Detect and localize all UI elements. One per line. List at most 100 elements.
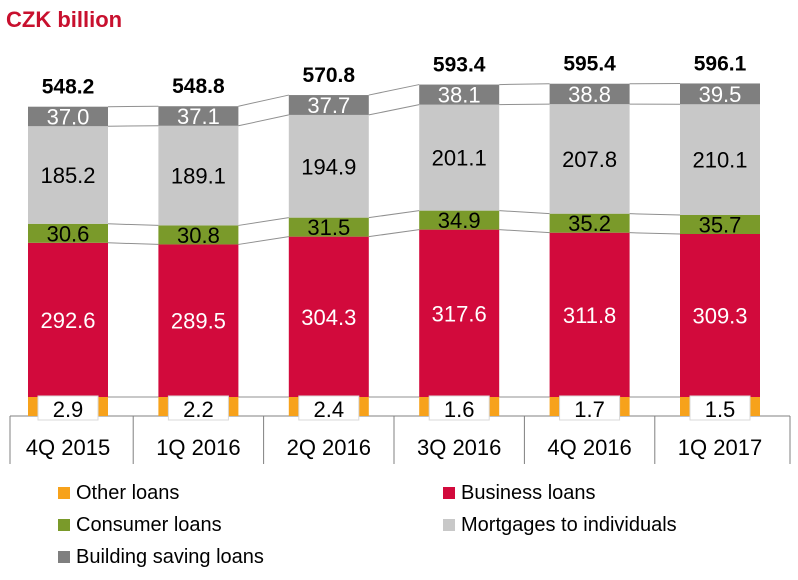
data-label-other-loans-3q-2016: 1.6 bbox=[444, 397, 475, 422]
total-label-1q-2017: 596.1 bbox=[694, 52, 747, 75]
data-label-consumer-loans-4q-2015: 30.6 bbox=[47, 221, 90, 246]
bar-consumer-loans-4q-2016 bbox=[549, 213, 630, 233]
legend-label-other-loans: Other loans bbox=[76, 482, 179, 504]
data-label-building-saving-loans-2q-2016: 37.7 bbox=[307, 93, 350, 118]
bar-building-saving-loans-4q-2015 bbox=[28, 106, 108, 127]
data-label-consumer-loans-1q-2017: 35.7 bbox=[699, 212, 742, 237]
connector-line bbox=[499, 229, 550, 234]
bar-business-loans-1q-2016 bbox=[158, 244, 239, 397]
bar-consumer-loans-1q-2016 bbox=[158, 225, 239, 245]
bar-mortgages-to-individuals-1q-2017 bbox=[680, 104, 760, 215]
bar-consumer-loans-2q-2016 bbox=[288, 217, 369, 237]
legend: Other loans Business loans Consumer loans M… bbox=[58, 482, 677, 568]
total-label-4q-2016: 595.4 bbox=[563, 53, 616, 76]
data-label-business-loans-4q-2016: 311.8 bbox=[563, 303, 616, 328]
data-label-business-loans-1q-2016: 289.5 bbox=[171, 309, 226, 334]
bar-mortgages-to-individuals-4q-2015 bbox=[28, 126, 108, 224]
connector-line bbox=[238, 236, 289, 245]
x-tick-label-1q-2017: 1Q 2017 bbox=[678, 435, 762, 460]
label-box-other-loans-2q-2016 bbox=[298, 395, 360, 421]
connector-line bbox=[499, 83, 550, 86]
data-label-other-loans-4q-2015: 2.9 bbox=[53, 397, 84, 422]
connector-line bbox=[107, 223, 159, 226]
connector-line bbox=[107, 242, 159, 245]
data-label-mortgages-to-individuals-2q-2016: 194.9 bbox=[301, 154, 356, 179]
total-label-2q-2016: 570.8 bbox=[303, 64, 356, 87]
bar-business-loans-4q-2015 bbox=[28, 242, 108, 397]
bar-business-loans-4q-2016 bbox=[549, 232, 630, 397]
bars bbox=[9, 83, 791, 464]
legend-swatch-consumer-loans bbox=[58, 519, 70, 531]
bar-business-loans-3q-2016 bbox=[419, 229, 500, 397]
bar-business-loans-1q-2017 bbox=[680, 233, 760, 397]
connector-line bbox=[629, 232, 681, 235]
label-box-other-loans-3q-2016 bbox=[428, 395, 490, 421]
bar-consumer-loans-4q-2015 bbox=[28, 223, 108, 243]
connector-line bbox=[238, 94, 289, 107]
data-label-building-saving-loans-4q-2015: 37.0 bbox=[47, 104, 90, 129]
data-label-mortgages-to-individuals-4q-2016: 207.8 bbox=[562, 147, 617, 172]
label-box-other-loans-1q-2017 bbox=[689, 395, 751, 421]
data-label-mortgages-to-individuals-4q-2015: 185.2 bbox=[40, 163, 95, 188]
bar-building-saving-loans-1q-2016 bbox=[158, 106, 239, 126]
legend-label-mortgages-to-individuals: Mortgages to individuals bbox=[461, 514, 677, 536]
x-tick-label-1q-2016: 1Q 2016 bbox=[156, 435, 240, 460]
connector-line bbox=[368, 229, 420, 238]
total-label-4q-2015: 548.2 bbox=[42, 76, 95, 99]
labels: 2.9 292.6 30.6 185.2 37.0 548.2 4Q 2015 2.2 289.… bbox=[26, 52, 762, 460]
bar-building-saving-loans-1q-2017 bbox=[680, 83, 760, 105]
label-box-other-loans-4q-2016 bbox=[559, 395, 621, 421]
bar-mortgages-to-individuals-1q-2016 bbox=[158, 125, 239, 226]
bar-consumer-loans-3q-2016 bbox=[419, 210, 500, 230]
data-label-consumer-loans-3q-2016: 34.9 bbox=[438, 208, 481, 233]
legend-label-building-saving-loans: Building saving loans bbox=[76, 546, 264, 568]
legend-swatch-building-saving-loans bbox=[58, 551, 70, 563]
data-label-other-loans-2q-2016: 2.4 bbox=[314, 397, 345, 422]
label-box-other-loans-4q-2015 bbox=[37, 395, 99, 421]
bar-business-loans-2q-2016 bbox=[288, 236, 369, 397]
x-tick-label-3q-2016: 3Q 2016 bbox=[417, 435, 501, 460]
connector-line bbox=[238, 114, 289, 127]
data-label-business-loans-2q-2016: 304.3 bbox=[301, 305, 356, 330]
total-label-1q-2016: 548.8 bbox=[172, 75, 225, 98]
data-label-other-loans-1q-2017: 1.5 bbox=[705, 397, 736, 422]
data-label-consumer-loans-4q-2016: 35.2 bbox=[568, 211, 611, 236]
x-tick-label-2q-2016: 2Q 2016 bbox=[287, 435, 371, 460]
data-label-building-saving-loans-3q-2016: 38.1 bbox=[438, 83, 481, 108]
bar-mortgages-to-individuals-2q-2016 bbox=[288, 114, 369, 218]
connector-line bbox=[629, 213, 681, 216]
connector-line bbox=[368, 104, 420, 116]
data-label-other-loans-4q-2016: 1.7 bbox=[574, 397, 605, 422]
bar-consumer-loans-1q-2017 bbox=[680, 214, 760, 234]
data-label-other-loans-1q-2016: 2.2 bbox=[183, 397, 214, 422]
legend-swatch-other-loans bbox=[58, 487, 70, 499]
legend-label-business-loans: Business loans bbox=[461, 482, 596, 504]
legend-label-consumer-loans: Consumer loans bbox=[76, 514, 222, 536]
data-label-business-loans-3q-2016: 317.6 bbox=[432, 301, 487, 326]
x-tick-label-4q-2015: 4Q 2015 bbox=[26, 435, 110, 460]
connector-line bbox=[238, 217, 289, 226]
bar-building-saving-loans-2q-2016 bbox=[288, 95, 369, 115]
data-label-building-saving-loans-4q-2016: 38.8 bbox=[568, 82, 611, 107]
data-label-mortgages-to-individuals-1q-2017: 210.1 bbox=[692, 148, 747, 173]
data-label-mortgages-to-individuals-1q-2016: 189.1 bbox=[171, 164, 226, 189]
data-label-mortgages-to-individuals-3q-2016: 201.1 bbox=[432, 146, 487, 171]
bar-building-saving-loans-3q-2016 bbox=[419, 84, 500, 105]
bar-building-saving-loans-4q-2016 bbox=[549, 83, 630, 105]
data-label-business-loans-1q-2017: 309.3 bbox=[692, 303, 747, 328]
total-label-3q-2016: 593.4 bbox=[433, 54, 486, 77]
bar-mortgages-to-individuals-3q-2016 bbox=[419, 104, 500, 211]
legend-swatch-mortgages-to-individuals bbox=[443, 519, 455, 531]
data-label-business-loans-4q-2015: 292.6 bbox=[40, 308, 95, 333]
x-tick-label-4q-2016: 4Q 2016 bbox=[547, 435, 631, 460]
data-label-consumer-loans-1q-2016: 30.8 bbox=[177, 223, 220, 248]
data-label-building-saving-loans-1q-2017: 39.5 bbox=[699, 82, 742, 107]
chart-title: CZK billion bbox=[6, 7, 122, 32]
connector-line bbox=[499, 210, 550, 215]
legend-swatch-business-loans bbox=[443, 487, 455, 499]
connector-line bbox=[368, 210, 420, 219]
data-label-building-saving-loans-1q-2016: 37.1 bbox=[177, 104, 220, 129]
data-label-consumer-loans-2q-2016: 31.5 bbox=[307, 215, 350, 240]
label-box-other-loans-1q-2016 bbox=[167, 395, 229, 421]
